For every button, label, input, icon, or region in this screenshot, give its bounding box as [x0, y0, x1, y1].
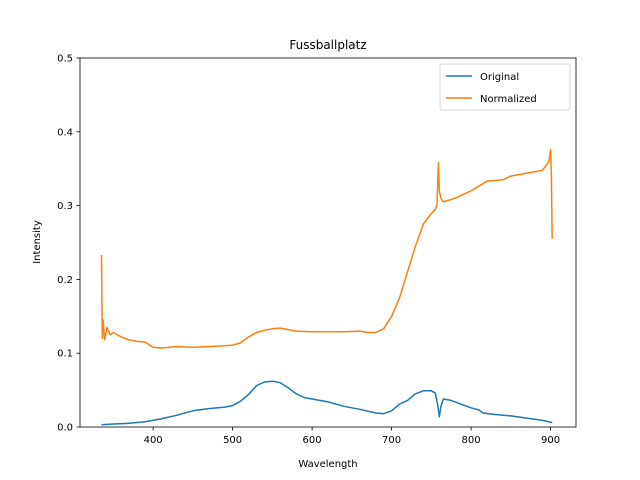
- x-tick-label: 500: [223, 435, 242, 446]
- x-tick-label: 800: [462, 435, 481, 446]
- y-axis-label: Intensity: [32, 220, 43, 264]
- legend-entry-original: Original: [480, 72, 519, 83]
- x-tick-label: 900: [541, 435, 560, 446]
- series-line-original: [101, 380, 553, 426]
- x-axis-label: Wavelength: [298, 459, 357, 470]
- legend-box: [439, 63, 571, 111]
- y-tick-label: 0.5: [57, 54, 73, 65]
- x-tick-label: 700: [382, 435, 401, 446]
- y-tick-label: 0.1: [57, 349, 73, 360]
- x-tick-label: 600: [303, 435, 322, 446]
- y-tick-label: 0.4: [57, 127, 73, 138]
- x-axis: 400 500 600 700 800 900: [144, 427, 560, 446]
- series-line-normalized: [100, 148, 553, 349]
- plot-area: [79, 57, 577, 428]
- y-tick-label: 0.0: [57, 423, 73, 434]
- plot-frame: [79, 57, 577, 428]
- y-tick-label: 0.3: [57, 201, 73, 212]
- y-axis: 0.0 0.1 0.2 0.3 0.4 0.5: [57, 54, 80, 434]
- legend-entry-normalized: Normalized: [480, 94, 537, 105]
- x-tick-label: 400: [144, 435, 163, 446]
- y-tick-label: 0.2: [57, 275, 73, 286]
- chart-title: Fussballplatz: [289, 38, 366, 52]
- legend: Original Normalized: [439, 63, 571, 111]
